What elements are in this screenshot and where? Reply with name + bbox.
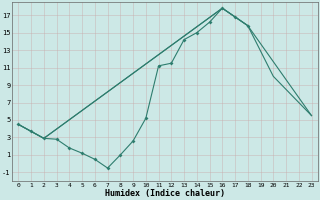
- X-axis label: Humidex (Indice chaleur): Humidex (Indice chaleur): [105, 189, 225, 198]
